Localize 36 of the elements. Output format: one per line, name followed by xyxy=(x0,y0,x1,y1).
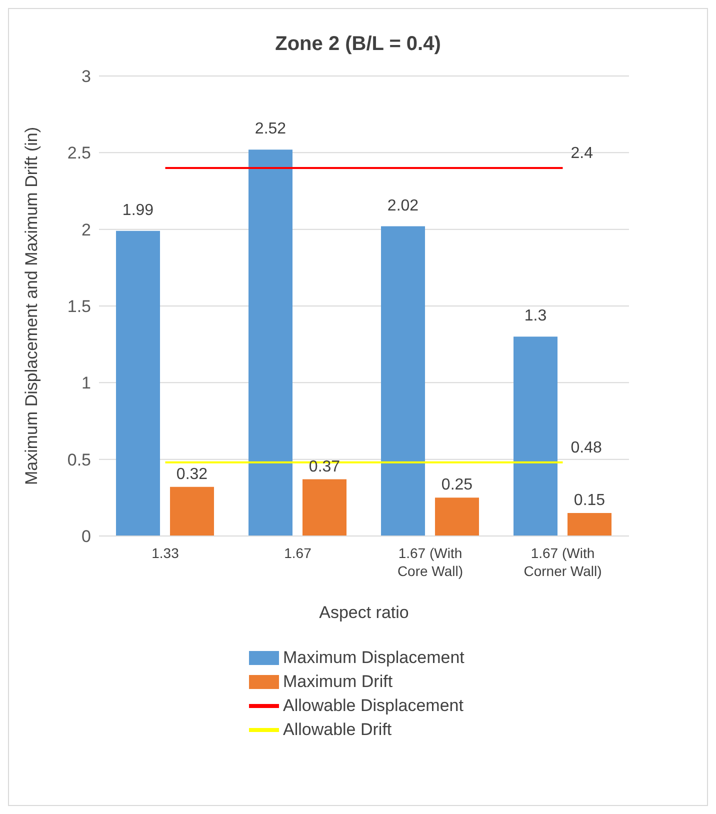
x-axis-title: Aspect ratio xyxy=(319,603,409,622)
data-label: 0.37 xyxy=(308,458,340,476)
y-tick-label: 0.5 xyxy=(67,450,91,470)
legend-label: Maximum Drift xyxy=(282,671,394,693)
y-axis-title: Maximum Displacement and Maximum Drift (in) xyxy=(22,126,42,486)
bar xyxy=(514,336,558,536)
data-label: 0.48 xyxy=(570,439,602,456)
y-tick-label: 2.5 xyxy=(67,144,91,163)
bar xyxy=(248,150,292,536)
data-label: 2.02 xyxy=(387,197,419,214)
y-tick-label: 1 xyxy=(82,374,91,393)
bar xyxy=(302,479,346,536)
y-tick-label: 2 xyxy=(82,220,91,240)
data-label: 1.3 xyxy=(524,308,547,325)
data-label: 1.99 xyxy=(122,202,154,219)
y-tick-label: 0 xyxy=(82,527,91,546)
legend-label: Allowable Drift xyxy=(282,719,393,741)
bar xyxy=(381,226,425,536)
bar xyxy=(435,498,479,536)
bar xyxy=(568,513,612,536)
y-tick-label: 1.5 xyxy=(67,297,91,316)
data-label: 2.52 xyxy=(254,120,286,138)
data-label: 2.4 xyxy=(570,145,594,162)
bar xyxy=(116,230,160,536)
x-tick-label: 1.67 (With Corner Wall) xyxy=(524,545,602,579)
bar xyxy=(170,486,214,536)
x-tick-label: 1.67 (With Core Wall) xyxy=(397,545,464,579)
legend-label: Allowable Displacement xyxy=(282,695,464,717)
data-label: 0.25 xyxy=(441,476,473,494)
data-label: 0.32 xyxy=(176,466,208,483)
x-tick-label: 1.67 xyxy=(284,545,312,561)
x-tick-label: 1.33 xyxy=(152,545,180,561)
chart-title: Zone 2 (B/L = 0.4) xyxy=(274,33,442,56)
y-tick-label: 3 xyxy=(82,67,91,86)
data-label: 0.15 xyxy=(574,492,606,509)
legend-label: Maximum Displacement xyxy=(282,647,466,669)
